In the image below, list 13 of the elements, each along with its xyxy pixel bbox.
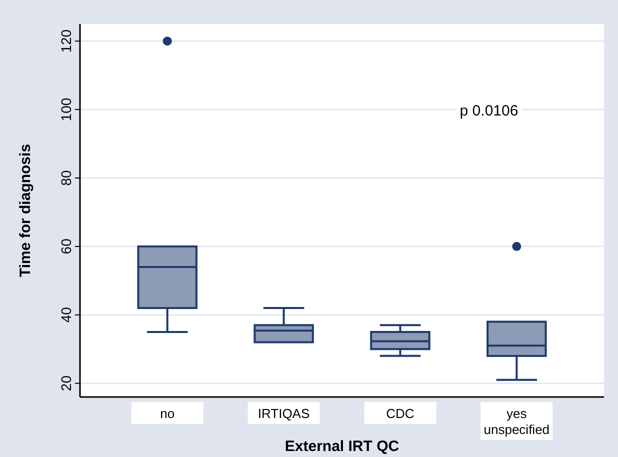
annotation: p 0.0106 (460, 102, 518, 120)
y-tick-label: 80 (58, 170, 74, 186)
x-tick-label: CDC (386, 406, 414, 421)
y-tick-label: 120 (58, 29, 74, 53)
y-tick-label: 60 (58, 238, 74, 254)
y-tick-label: 40 (58, 306, 74, 323)
y-tick-label: 100 (58, 98, 74, 122)
y-tick-label: 20 (58, 375, 74, 392)
x-tick-label: no (160, 406, 175, 421)
x-axis-title: External IRT QC (284, 438, 400, 455)
y-axis-title: Time for diagnosis (17, 144, 34, 278)
x-tick-label: IRTIQAS (258, 406, 310, 421)
x-tick-label: yes unspecified (484, 406, 550, 437)
